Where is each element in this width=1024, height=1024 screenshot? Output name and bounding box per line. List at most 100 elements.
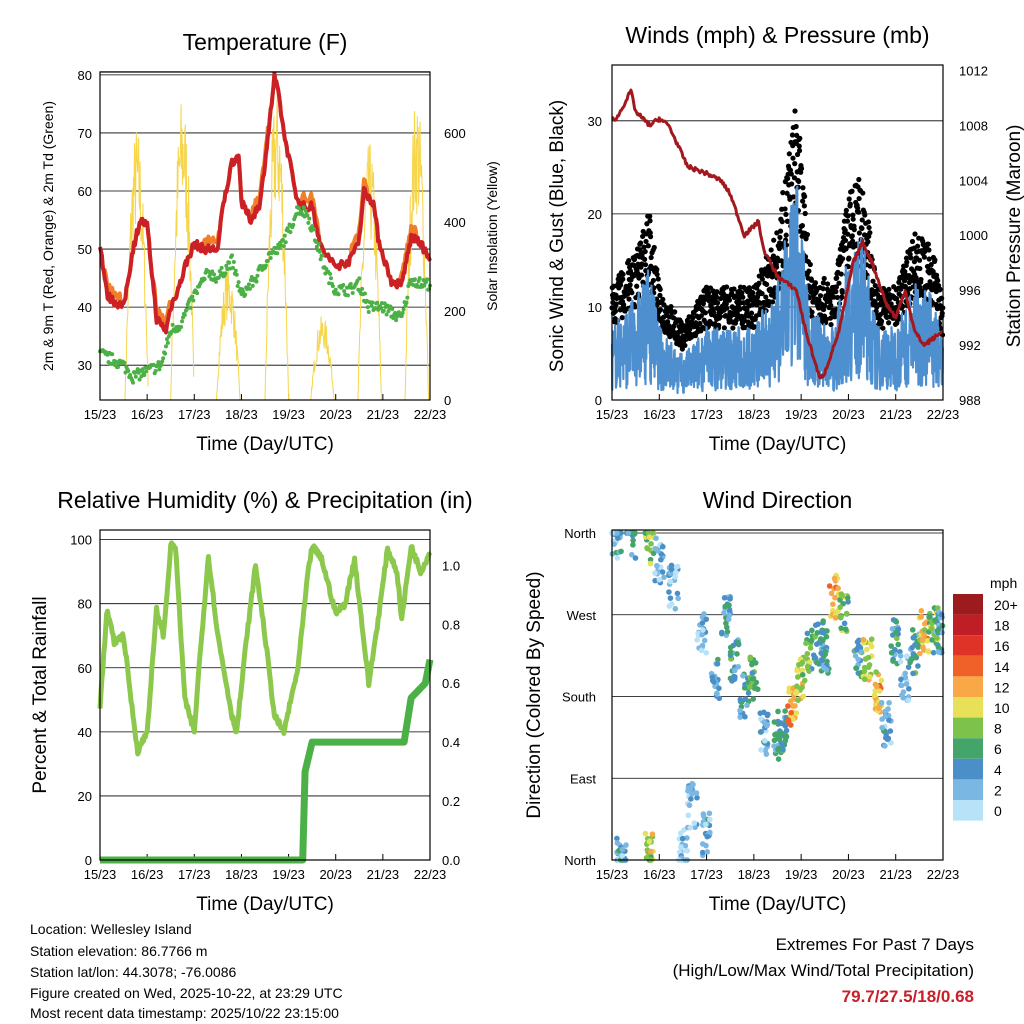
gust-point [756, 280, 762, 286]
direction-point [650, 550, 657, 557]
legend-swatch [953, 614, 983, 636]
direction-point [693, 790, 700, 796]
direction-point [814, 659, 820, 666]
direction-point [630, 542, 636, 548]
dewpoint-point [336, 292, 341, 297]
dewpoint-point [224, 263, 229, 268]
x-tick-label: 16/23 [131, 867, 164, 882]
gust-point [771, 237, 777, 243]
dewpoint-point [362, 291, 367, 296]
dewpoint-point [282, 233, 287, 238]
direction-point [771, 737, 778, 744]
gust-point [825, 281, 831, 287]
gust-point [737, 306, 743, 312]
dewpoint-point [180, 319, 185, 324]
legend-label: 2 [994, 782, 1002, 798]
gust-point [880, 302, 886, 308]
gust-point [886, 320, 892, 326]
gust-point [865, 239, 871, 245]
direction-point [882, 708, 889, 715]
direction-point [915, 644, 921, 650]
direction-point [873, 683, 880, 690]
direction-point [619, 846, 626, 853]
direction-point [721, 595, 728, 601]
direction-point [868, 636, 875, 643]
gust-point [792, 161, 798, 167]
direction-point [734, 651, 740, 657]
rh-line [97, 540, 433, 757]
x-tick-label: 16/23 [643, 867, 676, 882]
y2-tick-label: 0.2 [442, 794, 460, 809]
info-latlon: Station lat/lon: 44.3078; -76.0086 [30, 964, 237, 980]
gust-point [817, 293, 824, 299]
direction-point [747, 655, 754, 662]
gust-point [786, 151, 792, 157]
dewpoint-point [126, 369, 131, 374]
direction-point [867, 674, 873, 680]
dewpoint-point [230, 265, 235, 270]
gust-point [647, 234, 654, 240]
legend-label: 0 [994, 803, 1002, 819]
chart-title: Temperature (F) [183, 29, 348, 55]
direction-point [783, 727, 790, 734]
direction-point [714, 661, 721, 667]
gust-point [859, 217, 865, 223]
direction-point [688, 796, 694, 802]
gust-point [843, 207, 849, 214]
x-tick-label: 21/23 [367, 867, 400, 882]
direction-point [726, 602, 732, 608]
direction-point [685, 785, 692, 791]
y-axis-label: Sonic Wind & Gust (Blue, Black) [547, 100, 568, 372]
y-tick-label: West [567, 608, 597, 623]
extremes-subtitle: (High/Low/Max Wind/Total Precipitation) [672, 961, 974, 980]
dewpoint-point [184, 307, 189, 312]
gust-point [740, 294, 746, 300]
gust-point [849, 233, 855, 239]
y2-axis-label: Solar Insolation (Yellow) [484, 161, 500, 311]
direction-point [727, 644, 734, 651]
dewpoint-point [391, 315, 396, 320]
y-tick-label: 60 [78, 184, 92, 199]
dewpoint-point [131, 380, 135, 385]
gust-point [916, 257, 923, 263]
direction-point [919, 637, 926, 643]
gust-point [856, 176, 862, 183]
y-tick-label: 40 [78, 300, 92, 315]
direction-point [893, 619, 900, 625]
gust-point [679, 346, 685, 352]
direction-point [823, 633, 830, 640]
direction-point [659, 569, 666, 575]
gust-point [785, 218, 791, 224]
direction-point [628, 551, 635, 558]
direction-point [890, 658, 896, 664]
gust-point [855, 209, 862, 215]
direction-point [878, 677, 885, 684]
gust-point [788, 181, 795, 187]
gust-point [850, 212, 856, 218]
gust-point [726, 297, 733, 303]
direction-point [886, 699, 892, 706]
gust-point [785, 175, 791, 182]
direction-point [897, 658, 904, 665]
gust-point [820, 280, 826, 286]
gust-point [850, 216, 856, 222]
direction-point [691, 820, 698, 826]
direction-point [679, 835, 686, 842]
x-axis-label: Time (Day/UTC) [196, 434, 334, 455]
direction-point [699, 631, 705, 638]
gust-point [840, 256, 846, 262]
x-axis-label: Time (Day/UTC) [709, 434, 847, 455]
gust-point [748, 310, 755, 316]
direction-point [830, 601, 836, 608]
direction-point [726, 612, 733, 619]
direction-point [707, 829, 713, 836]
direction-point [660, 543, 666, 550]
dewpoint-point [133, 374, 138, 379]
x-tick-label: 22/23 [927, 407, 960, 422]
direction-point [668, 562, 675, 569]
dewpoint-point [108, 361, 113, 366]
dewpoint-point [400, 311, 405, 316]
y-tick-label: 80 [78, 597, 92, 612]
direction-point [656, 576, 663, 583]
direction-point [795, 697, 801, 703]
